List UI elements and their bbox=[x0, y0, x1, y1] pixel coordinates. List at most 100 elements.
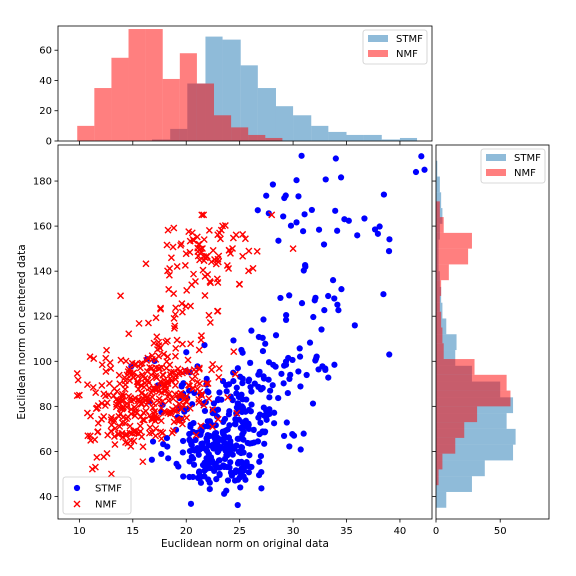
stmf-point-57 bbox=[257, 453, 265, 460]
nmf-point-349 bbox=[189, 384, 197, 392]
main-ytick-label: 160 bbox=[33, 222, 52, 233]
top-ytick-label: 0 bbox=[46, 137, 52, 148]
stmf-point-126 bbox=[158, 450, 165, 458]
nmf-point-419 bbox=[216, 235, 224, 243]
right-hist-bar-stmf-1 bbox=[436, 476, 472, 492]
nmf-point-161 bbox=[157, 417, 165, 425]
nmf-point-281 bbox=[115, 431, 123, 439]
stmf-point-178 bbox=[203, 465, 210, 473]
nmf-point-404 bbox=[194, 252, 202, 260]
stmf-point-364 bbox=[325, 374, 332, 381]
nmf-point-243 bbox=[116, 410, 124, 418]
nmf-point-414 bbox=[223, 261, 231, 269]
stmf-point-25 bbox=[165, 455, 172, 462]
top-hist-bar-stmf-9 bbox=[293, 115, 312, 141]
stmf-point-286 bbox=[266, 410, 273, 418]
nmf-point-371 bbox=[170, 224, 178, 232]
main-xtick-label: 25 bbox=[233, 526, 246, 537]
stmf-point-104 bbox=[221, 490, 228, 497]
nmf-point-433 bbox=[117, 292, 125, 300]
nmf-point-256 bbox=[137, 399, 145, 407]
nmf-point-292 bbox=[139, 373, 147, 381]
stmf-point-361 bbox=[351, 322, 358, 329]
right-hist-bar-nmf-14 bbox=[436, 248, 469, 265]
nmf-point-343 bbox=[166, 371, 174, 379]
top-histogram-legend: STMF NMF bbox=[362, 29, 428, 65]
main-xtick-label: 40 bbox=[394, 526, 407, 537]
nmf-point-416 bbox=[212, 260, 220, 268]
nmf-point-169 bbox=[195, 398, 203, 406]
stmf-point-113 bbox=[226, 464, 233, 471]
nmf-point-266 bbox=[100, 413, 108, 421]
nmf-point-205 bbox=[181, 395, 189, 403]
nmf-point-139 bbox=[186, 404, 194, 412]
nmf-point-287 bbox=[130, 437, 138, 445]
stmf-point-365 bbox=[310, 313, 317, 321]
nmf-point-427 bbox=[225, 246, 233, 254]
nmf-point-335 bbox=[178, 369, 186, 377]
right-hist-bar-stmf-0 bbox=[436, 491, 447, 508]
stmf-point-74 bbox=[245, 469, 252, 476]
stmf-point-114 bbox=[164, 443, 171, 450]
stmf-point-390 bbox=[371, 226, 379, 233]
nmf-point-236 bbox=[133, 409, 141, 417]
nmf-point-330 bbox=[184, 381, 192, 389]
right-hist-bar-nmf-17 bbox=[436, 201, 440, 218]
nmf-point-245 bbox=[111, 440, 119, 448]
top-hist-bar-nmf-11 bbox=[265, 137, 283, 141]
nmf-point-286 bbox=[135, 430, 143, 438]
nmf-point-379 bbox=[163, 241, 171, 249]
stmf-point-237 bbox=[239, 380, 246, 387]
nmf-point-460 bbox=[107, 470, 115, 478]
stmf-point-207 bbox=[244, 439, 251, 447]
nmf-point-456 bbox=[86, 353, 94, 361]
stmf-point-385 bbox=[376, 223, 383, 230]
stmf-point-389 bbox=[337, 174, 345, 181]
main-ytick-label: 180 bbox=[33, 177, 52, 188]
nmf-point-302 bbox=[209, 360, 217, 368]
nmf-point-30 bbox=[103, 346, 111, 354]
stmf-point-297 bbox=[248, 401, 255, 408]
stmf-point-386 bbox=[287, 222, 295, 229]
nmf-point-261 bbox=[83, 409, 91, 417]
nmf-point-441 bbox=[172, 304, 180, 312]
nmf-point-24 bbox=[157, 428, 165, 436]
main-xtick-label: 10 bbox=[73, 526, 86, 537]
nmf-point-418 bbox=[221, 221, 229, 229]
right-hist-bar-nmf-9 bbox=[436, 327, 443, 344]
nmf-point-402 bbox=[177, 241, 185, 249]
nmf-point-326 bbox=[155, 352, 163, 360]
nmf-point-199 bbox=[119, 403, 127, 411]
stmf-point-181 bbox=[208, 457, 216, 464]
nmf-point-341 bbox=[143, 357, 151, 365]
nmf-point-280 bbox=[123, 415, 131, 423]
top-hist-bar-nmf-8 bbox=[214, 115, 232, 141]
stmf-point-255 bbox=[212, 422, 219, 429]
nmf-point-42 bbox=[83, 381, 91, 389]
stmf-point-318 bbox=[331, 361, 338, 368]
stmf-point-438 bbox=[412, 168, 420, 176]
stmf-point-399 bbox=[298, 152, 305, 159]
nmf-point-333 bbox=[202, 380, 210, 388]
nmf-point-334 bbox=[198, 332, 206, 340]
stmf-point-375 bbox=[321, 307, 328, 314]
stmf-point-278 bbox=[224, 452, 231, 459]
nmf-point-370 bbox=[253, 247, 261, 255]
right-histogram: 0 50 STMF NMF bbox=[432, 144, 550, 537]
nmf-point-300 bbox=[129, 370, 137, 378]
nmf-point-421 bbox=[215, 252, 223, 260]
stmf-point-251 bbox=[283, 419, 290, 426]
nmf-point-294 bbox=[215, 364, 223, 372]
nmf-point-117 bbox=[98, 361, 106, 369]
stmf-point-31 bbox=[227, 459, 234, 466]
nmf-point-78 bbox=[224, 393, 232, 401]
stmf-point-439 bbox=[418, 153, 425, 160]
stmf-point-165 bbox=[206, 486, 213, 493]
top-hist-bar-stmf-7 bbox=[257, 88, 276, 141]
stmf-point-359 bbox=[300, 267, 307, 274]
top-hist-bar-nmf-10 bbox=[248, 134, 266, 141]
stmf-point-311 bbox=[269, 382, 276, 389]
nmf-point-318 bbox=[151, 372, 159, 380]
stmf-point-107 bbox=[235, 435, 243, 442]
nmf-point-425 bbox=[203, 252, 211, 260]
